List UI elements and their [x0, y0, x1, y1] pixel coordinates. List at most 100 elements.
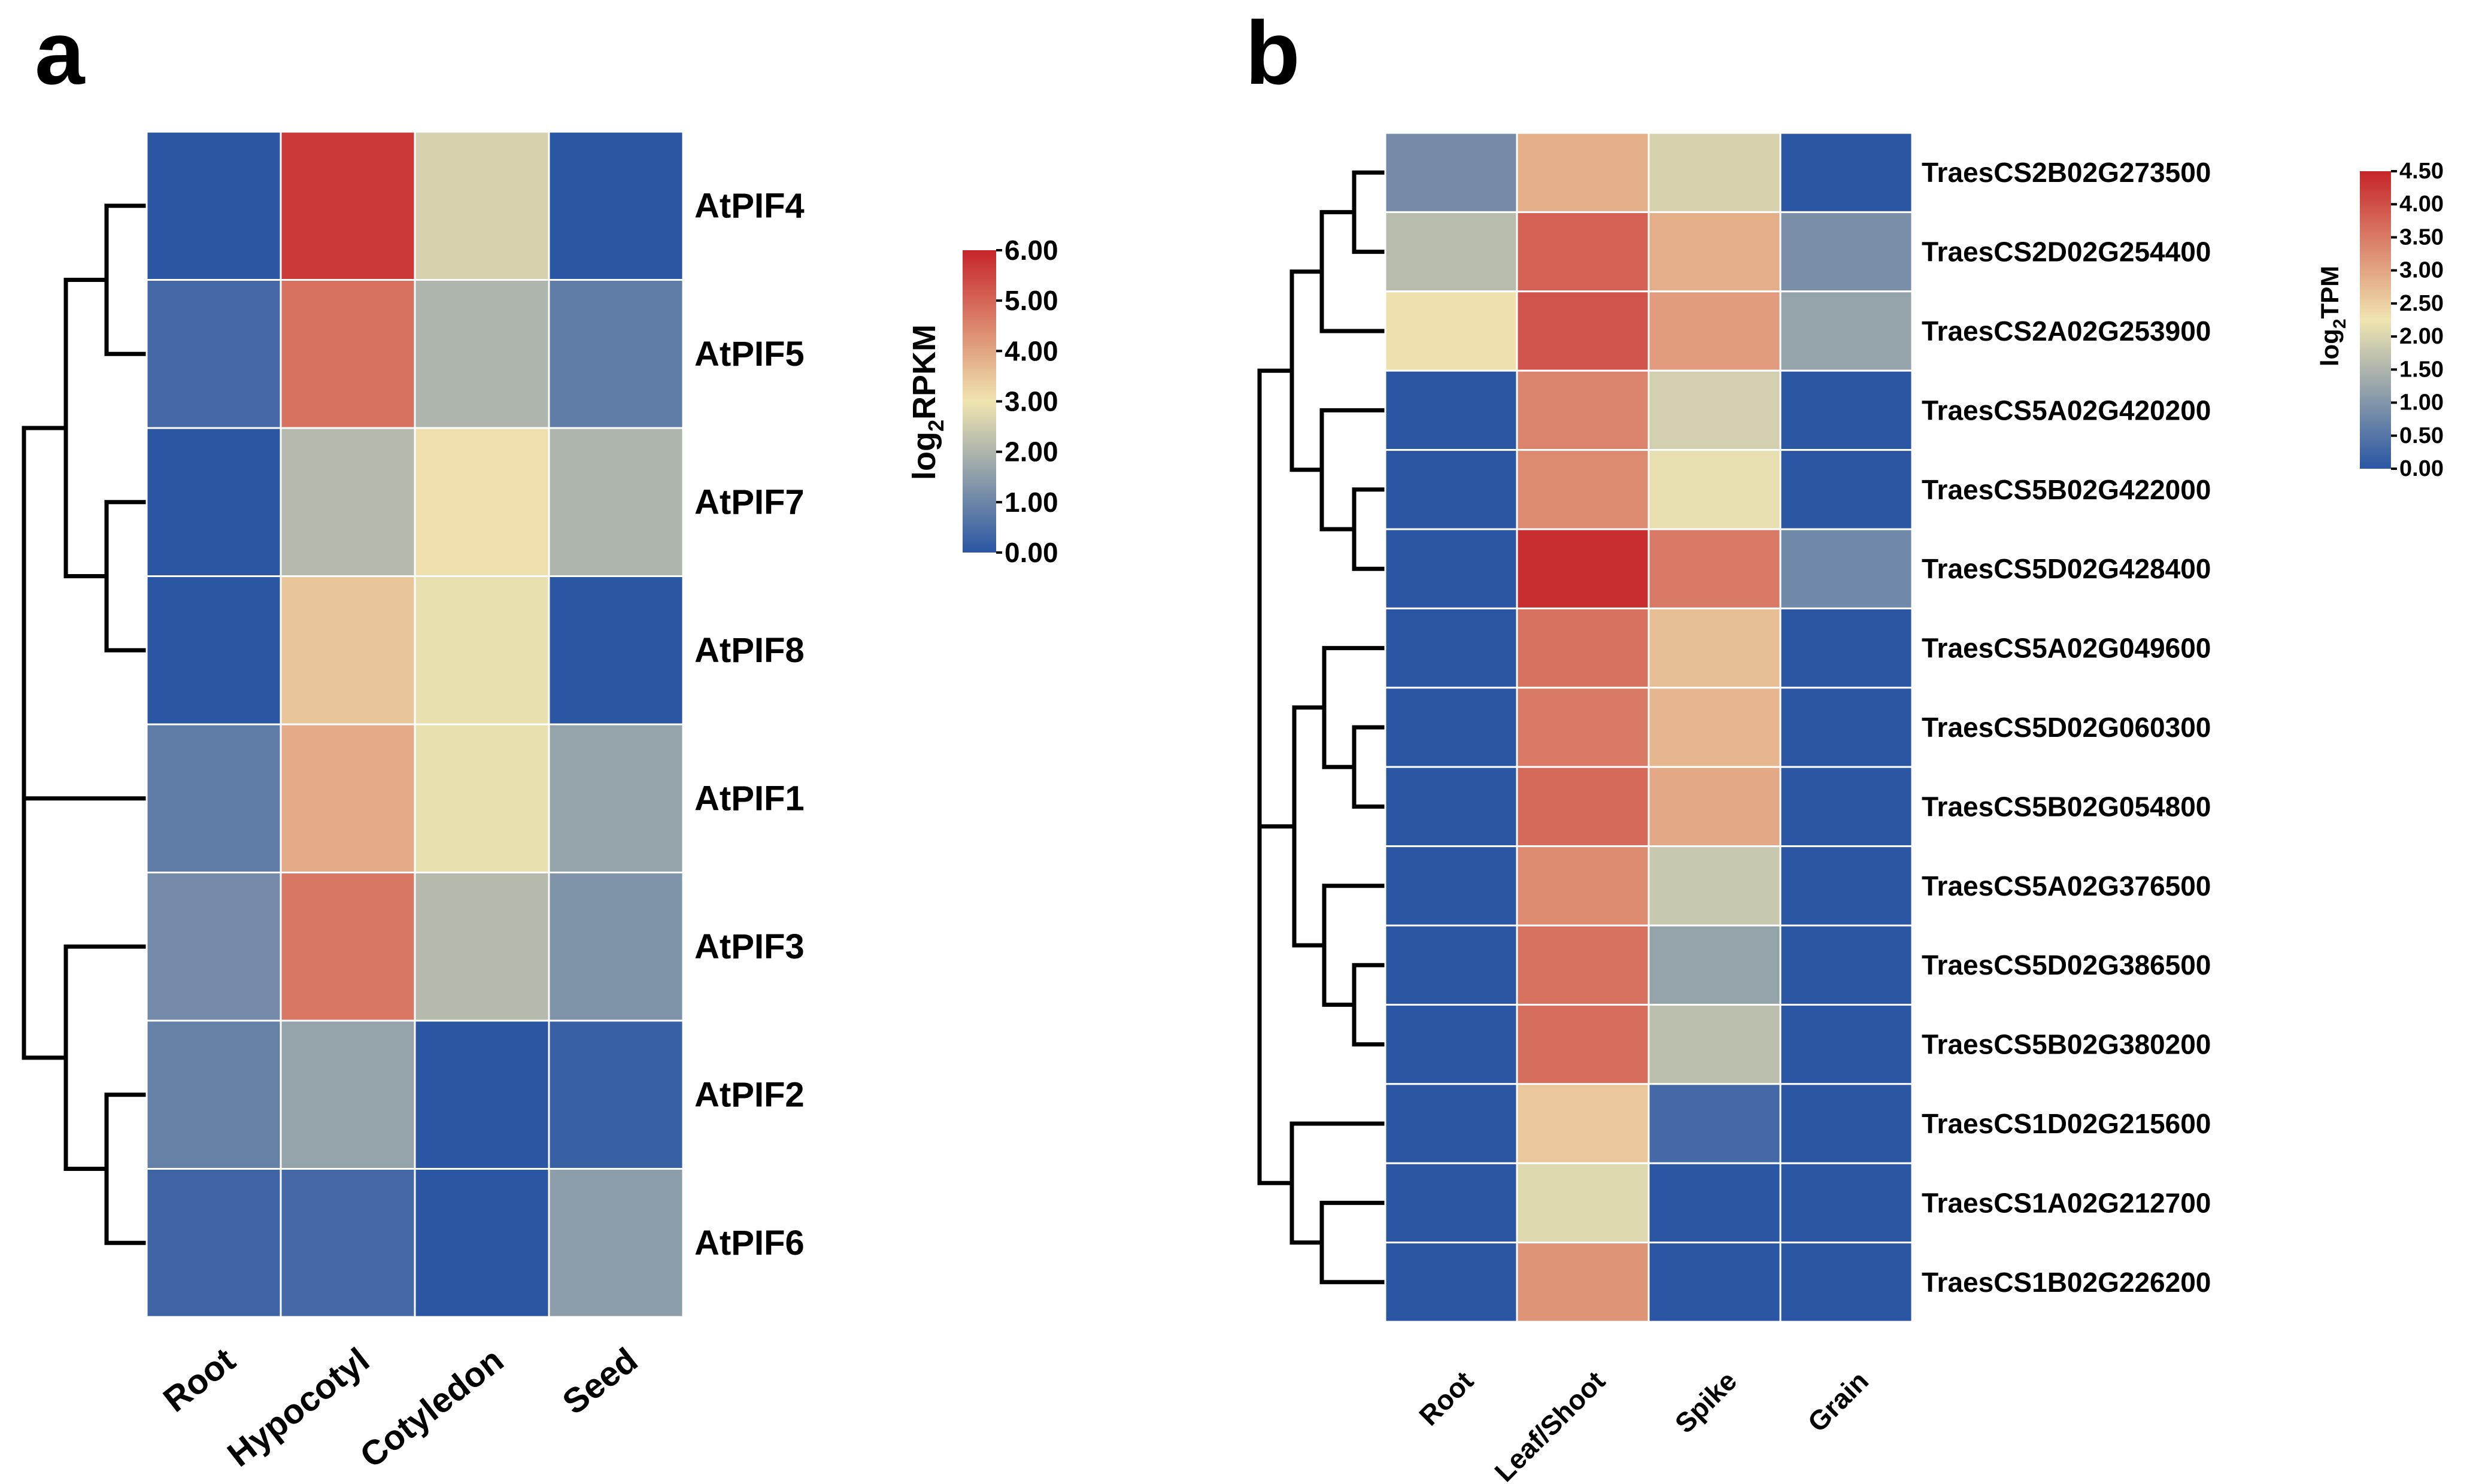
panel-a-colorbar-gradient	[963, 250, 996, 553]
heatmap-cell	[145, 279, 282, 429]
colorbar-tick-label: 0.00	[1005, 537, 1058, 568]
panel-a-colorbar: 0.00 1.00 2.00 3.00 4.00 5.00 6.00 log2RPKM	[906, 235, 1058, 568]
column-label: Seed	[556, 1340, 645, 1422]
heatmap-cell	[1647, 1242, 1782, 1323]
heatmap-cell	[548, 1168, 684, 1318]
heatmap-cell	[1779, 845, 1913, 927]
row-label: AtPIF7	[694, 482, 805, 521]
heatmap-cell	[1779, 1242, 1913, 1323]
heatmap-cell	[1516, 211, 1650, 293]
heatmap-cell	[1516, 1083, 1650, 1164]
row-label: TraesCS1A02G212700	[1922, 1187, 2211, 1218]
row-label: AtPIF2	[694, 1075, 805, 1114]
row-label: TraesCS5A02G420200	[1922, 394, 2211, 426]
panel-a-dendrogram	[22, 204, 149, 1245]
heatmap-cell	[1516, 449, 1650, 530]
panel-b-colorbar-gradient	[2360, 171, 2391, 469]
heatmap-cell	[1647, 211, 1782, 293]
heatmap-cell	[1779, 1083, 1913, 1164]
heatmap-cell	[1647, 1162, 1782, 1244]
heatmap-cell	[1516, 845, 1650, 927]
row-label: TraesCS2B02G273500	[1922, 157, 2211, 188]
heatmap-cell	[414, 575, 550, 726]
colorbar-tick-label: 2.50	[2399, 291, 2444, 316]
row-label: AtPIF8	[694, 631, 805, 670]
heatmap-cell	[1647, 290, 1782, 372]
heatmap-cell	[1516, 687, 1650, 768]
heatmap-cell	[414, 279, 550, 429]
heatmap-cell	[1647, 1003, 1782, 1085]
row-label: TraesCS5A02G049600	[1922, 633, 2211, 664]
heatmap-cell	[1516, 369, 1650, 451]
heatmap-cell	[1384, 766, 1518, 848]
heatmap-cell	[1384, 132, 1518, 213]
heatmap-cell	[1647, 607, 1782, 689]
row-label: TraesCS5B02G054800	[1922, 791, 2211, 822]
column-label: Grain	[1801, 1365, 1874, 1438]
heatmap-cell	[1779, 211, 1913, 293]
row-label: TraesCS5D02G428400	[1922, 553, 2211, 584]
heatmap-cell	[1647, 845, 1782, 927]
dendrogram-branch	[1257, 824, 1297, 1185]
heatmap-cell	[1779, 132, 1913, 213]
heatmap-cell	[1516, 1162, 1650, 1244]
panel-b-row-labels: TraesCS2B02G273500 TraesCS2D02G254400 Trae…	[1922, 157, 2211, 1298]
row-label: TraesCS5D02G060300	[1922, 712, 2211, 743]
heatmap-cell	[1647, 449, 1782, 530]
heatmap-cell	[145, 131, 282, 281]
heatmap-cell	[1384, 528, 1518, 609]
dendrogram-branch	[1352, 487, 1388, 571]
heatmap-cell	[1384, 845, 1518, 927]
colorbar-tick-label: 3.50	[2399, 224, 2444, 250]
heatmap-cell	[1384, 290, 1518, 372]
heatmap-cell	[548, 723, 684, 873]
heatmap-cell	[1516, 1003, 1650, 1085]
dendrogram-branch	[1319, 1200, 1388, 1285]
heatmap-cell	[280, 1168, 416, 1318]
colorbar-tick-label: 6.00	[1005, 235, 1058, 266]
panel-b-cells	[1384, 132, 1913, 1323]
colorbar-tick-label: 0.00	[2399, 456, 2444, 481]
heatmap-cell	[1779, 290, 1913, 372]
heatmap-cell	[1384, 607, 1518, 689]
column-label: Root	[1413, 1365, 1479, 1431]
column-label: Spike	[1669, 1365, 1743, 1439]
heatmap-cell	[1779, 687, 1913, 768]
colorbar-tick-label: 5.00	[1005, 285, 1058, 316]
colorbar-tick-label: 1.00	[1005, 487, 1058, 518]
dendrogram-branch	[1289, 1121, 1388, 1245]
heatmap-cell	[1384, 211, 1518, 293]
row-label: TraesCS5B02G380200	[1922, 1029, 2211, 1060]
panel-a-colorbar-ticks: 0.00 1.00 2.00 3.00 4.00 5.00 6.00	[996, 235, 1058, 568]
dendrogram-branch	[1352, 170, 1388, 254]
panel-a-label: a	[35, 2, 86, 103]
heatmap-cell	[1779, 1162, 1913, 1244]
row-label: TraesCS5A02G376500	[1922, 870, 2211, 902]
colorbar-tick-label: 2.00	[1005, 436, 1058, 468]
panel-b-dendrogram	[1257, 170, 1388, 1285]
dendrogram-branch	[22, 611, 68, 1060]
heatmap-cell	[548, 575, 684, 726]
dendrogram-branch	[1257, 368, 1294, 1007]
colorbar-tick-label: 4.50	[2399, 159, 2444, 184]
dendrogram-branch	[1292, 705, 1327, 948]
heatmap-cell	[414, 1168, 550, 1318]
panel-a-cells	[145, 131, 684, 1318]
heatmap-cell	[1516, 924, 1650, 1006]
column-label: Cotyledon	[353, 1340, 511, 1476]
row-label: AtPIF1	[694, 779, 805, 818]
panel-a: a AtPIF4AtPIF5AtPIF7AtPIF8AtPIF1AtPIF3At…	[22, 2, 1058, 1476]
heatmap-cell	[145, 723, 282, 873]
heatmap-cell	[145, 427, 282, 577]
colorbar-tick-label: 1.00	[2399, 390, 2444, 415]
heatmap-cell	[280, 427, 416, 577]
dendrogram-branch	[104, 500, 149, 653]
dendrogram-branch	[63, 278, 109, 578]
heatmap-cell	[145, 1168, 282, 1318]
heatmap-cell	[280, 872, 416, 1022]
heatmap-cell	[1779, 607, 1913, 689]
dendrogram-branch	[1352, 963, 1388, 1047]
heatmap-cell	[1647, 687, 1782, 768]
heatmap-cell	[548, 427, 684, 577]
